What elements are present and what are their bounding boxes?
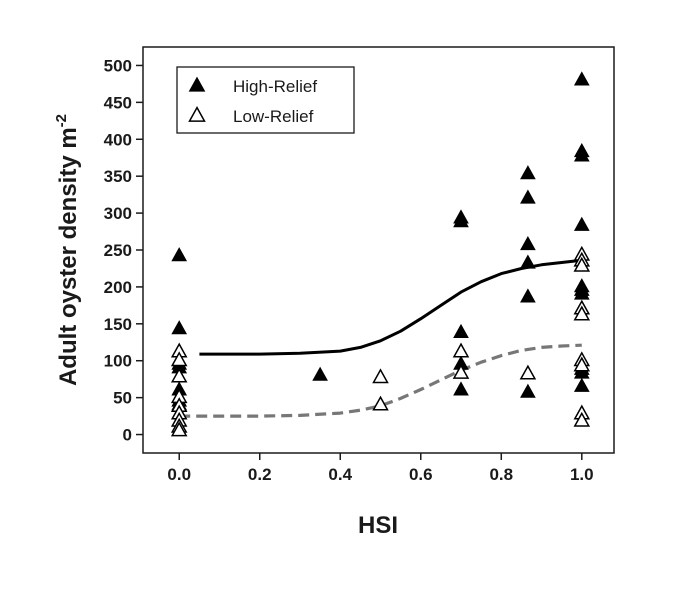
x-axis-title: HSI: [358, 512, 398, 539]
high-relief-point: [453, 323, 469, 338]
low-relief-point: [452, 342, 470, 358]
y-tick-label: 50: [113, 389, 132, 408]
low-relief-point: [519, 364, 537, 380]
high-relief-point: [453, 213, 469, 228]
low-relief-point: [372, 395, 389, 411]
y-axis-title-main: Adult oyster density m: [55, 127, 82, 386]
high-relief-point: [573, 71, 590, 86]
x-axis: 0.0 0.2 0.4 0.6 0.8 1.0: [167, 453, 594, 484]
x-tick-label: 0.2: [248, 465, 272, 484]
x-tick-label: 1.0: [570, 465, 594, 484]
y-tick-label: 500: [104, 56, 132, 75]
high-relief-point: [520, 189, 536, 204]
high-relief-point: [573, 147, 590, 162]
high-relief-point: [520, 235, 536, 251]
high-relief-point: [573, 216, 590, 231]
low-relief-point: [573, 411, 591, 427]
low-relief-point: [170, 421, 188, 437]
legend-label: High-Relief: [233, 77, 317, 96]
high-relief-point: [520, 254, 536, 269]
y-tick-label: 100: [104, 352, 132, 371]
y-axis: 0 50 100 150 200 250 300 350 400 450 500: [104, 56, 143, 445]
high-relief-point: [312, 366, 328, 381]
fit-line-solid: [199, 258, 582, 356]
fit-lines: [179, 258, 582, 418]
y-axis-title: Adult oyster density m-2: [53, 114, 82, 386]
high-relief-point: [573, 285, 590, 300]
y-tick-label: 150: [104, 315, 132, 334]
high-relief-point: [573, 377, 590, 392]
high-relief-point: [520, 288, 536, 303]
y-tick-label: 450: [104, 93, 132, 112]
x-tick-label: 0.0: [167, 465, 191, 484]
low-relief-point: [573, 305, 591, 321]
high-relief-point: [520, 383, 536, 398]
y-tick-label: 300: [104, 204, 132, 223]
legend: High-Relief Low-Relief: [176, 66, 355, 134]
data-points: [170, 71, 591, 437]
y-tick-label: 200: [104, 278, 132, 297]
high-relief-point: [171, 320, 188, 335]
low-relief-point: [452, 363, 470, 379]
high-relief-point: [453, 381, 469, 396]
x-tick-label: 0.4: [328, 465, 352, 484]
y-axis-title-superscript: -2: [53, 114, 70, 127]
low-relief-point: [170, 351, 188, 367]
x-tick-label: 0.6: [409, 465, 433, 484]
fit-line-dashed: [179, 343, 582, 418]
low-relief-point: [573, 256, 591, 272]
legend-marker-low-relief: [188, 106, 206, 122]
low-relief-point: [372, 368, 389, 384]
high-relief-point: [520, 165, 536, 180]
x-tick-label: 0.8: [489, 465, 513, 484]
legend-box: [176, 66, 355, 134]
legend-marker-high-relief: [188, 76, 206, 92]
y-tick-label: 400: [104, 130, 132, 149]
y-tick-label: 350: [104, 167, 132, 186]
low-relief-point: [170, 367, 188, 383]
low-relief-point: [573, 356, 591, 372]
y-tick-label: 0: [123, 426, 132, 445]
high-relief-point: [171, 247, 188, 262]
legend-label: Low-Relief: [233, 107, 314, 126]
y-tick-label: 250: [104, 241, 132, 260]
